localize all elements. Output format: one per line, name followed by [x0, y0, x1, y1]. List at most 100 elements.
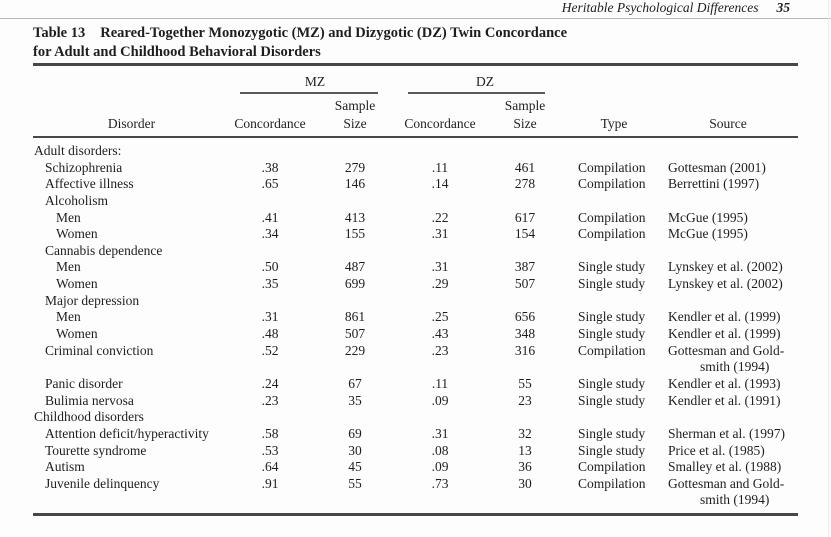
cell-dz-concordance: .23	[431, 342, 449, 358]
cell-disorder: Men	[56, 209, 81, 225]
cell-type: Single study	[578, 309, 646, 325]
table-row: Attention deficit/hyperactivity .58 69 .31 3…	[33, 426, 798, 443]
mz-group-underline	[240, 92, 378, 94]
cell-mz-concordance	[230, 409, 310, 426]
cell-dz-concordance	[400, 143, 480, 160]
cell-source: Lynskey et al. (2002)	[668, 259, 783, 275]
cell-source: Sherman et al. (1997)	[668, 425, 785, 441]
cell-dz-concordance: .31	[431, 425, 449, 441]
cell-mz-sample-size: 699	[344, 276, 366, 292]
cell-mz-sample-size: 279	[344, 159, 366, 175]
cell-mz-sample-size: 413	[344, 209, 366, 225]
cell-dz-concordance: .08	[431, 442, 449, 458]
cell-dz-concordance: .22	[431, 209, 449, 225]
dz-group-underline	[408, 92, 545, 94]
cell-dz-sample-size: 55	[518, 375, 532, 391]
cell-type	[570, 193, 658, 210]
cell-dz-sample-size: 13	[518, 442, 532, 458]
cell-dz-sample-size	[480, 143, 570, 160]
cell-source: Kendler et al. (1999)	[668, 309, 781, 325]
cell-dz-sample-size	[480, 193, 570, 210]
cell-dz-sample-size: 36	[518, 459, 532, 475]
cell-dz-sample-size: 278	[514, 176, 536, 192]
cell-disorder: Cannabis dependence	[45, 242, 163, 258]
source-line: Gottesman and Gold-	[668, 475, 785, 491]
cell-source: Kendler et al. (1999)	[668, 326, 781, 342]
cell-mz-sample-size: 146	[344, 176, 366, 192]
cell-dz-sample-size	[480, 293, 570, 310]
cell-disorder: Affective illness	[45, 176, 134, 192]
cell-type: Compilation	[578, 475, 646, 491]
cell-mz-concordance: .38	[261, 159, 279, 175]
table-title-line1: Reared-Together Monozygotic (MZ) and Diz…	[100, 25, 568, 41]
cell-type: Single study	[578, 276, 646, 292]
table-row: Men .41 413 .22 617 Compilation McGue (1995)	[33, 210, 798, 227]
cell-dz-concordance: .09	[431, 392, 449, 408]
table-row: Autism .64 45 .09 36 Compilation Smalley et al…	[33, 459, 798, 476]
cell-source	[658, 409, 798, 426]
table-row: Criminal conviction .52 229 .23 316 Compilati…	[33, 343, 798, 376]
column-group-mz: MZ	[304, 74, 326, 89]
cell-dz-concordance: .25	[431, 309, 449, 325]
column-header-disorder: Disorder	[107, 116, 156, 131]
cell-type	[570, 293, 658, 310]
cell-type: Compilation	[578, 176, 646, 192]
cell-type: Compilation	[578, 226, 646, 242]
table-row: Juvenile delinquency .91 55 .73 30 Compilatio…	[33, 476, 798, 509]
table-row: Tourette syndrome .53 30 .08 13 Single study P…	[33, 443, 798, 460]
cell-mz-concordance	[230, 293, 310, 310]
cell-mz-concordance: .31	[261, 309, 279, 325]
cell-dz-sample-size: 32	[518, 425, 532, 441]
table-row: Alcoholism	[33, 193, 798, 210]
table-row: Women .48 507 .43 348 Single study Kendler et …	[33, 326, 798, 343]
cell-type: Single study	[578, 259, 646, 275]
cell-dz-sample-size	[480, 409, 570, 426]
table-row: Major depression	[33, 293, 798, 310]
cell-disorder: Tourette syndrome	[45, 442, 147, 458]
cell-dz-concordance: .73	[431, 475, 449, 491]
cell-type: Single study	[578, 326, 646, 342]
cell-disorder: Women	[56, 276, 98, 292]
cell-dz-concordance	[400, 243, 480, 260]
cell-mz-concordance: .23	[261, 392, 279, 408]
cell-type: Single study	[578, 442, 646, 458]
table-row: Adult disorders:	[33, 143, 798, 160]
cell-type: Compilation	[578, 342, 646, 358]
cell-mz-sample-size: 487	[344, 259, 366, 275]
cell-source: Lynskey et al. (2002)	[668, 276, 783, 292]
scan-edge-artifact	[828, 0, 829, 537]
cell-disorder: Women	[56, 226, 98, 242]
cell-disorder: Men	[56, 259, 81, 275]
cell-source: Berrettini (1997)	[668, 176, 760, 192]
column-header-source: Source	[709, 116, 747, 131]
column-group-dz: DZ	[476, 74, 494, 89]
cell-mz-concordance: .91	[261, 475, 279, 491]
cell-source	[658, 243, 798, 260]
table-title: Table 13 Reared-Together Monozygotic (MZ)…	[33, 24, 753, 62]
cell-type	[570, 143, 658, 160]
table-row: Affective illness .65 146 .14 278 Compilation…	[33, 176, 798, 193]
cell-disorder: Adult disorders:	[34, 143, 122, 158]
table-row: Childhood disorders	[33, 409, 798, 426]
source-line: smith (1994)	[700, 359, 770, 375]
cell-disorder: Criminal conviction	[45, 342, 154, 358]
cell-type: Compilation	[578, 159, 646, 175]
cell-source: Gottesman and Gold-smith (1994)	[658, 476, 798, 509]
cell-source	[658, 193, 798, 210]
cell-dz-sample-size: 316	[514, 342, 536, 358]
cell-type: Compilation	[578, 209, 646, 225]
table-row: Men .31 861 .25 656 Single study Kendler et al…	[33, 309, 798, 326]
table-body: Adult disorders: Schizophrenia .38 279 .11 46…	[33, 143, 798, 509]
cell-dz-concordance: .31	[431, 226, 449, 242]
column-header-type: Type	[600, 116, 628, 131]
cell-disorder: Childhood disorders	[34, 409, 144, 425]
cell-mz-concordance: .50	[261, 259, 279, 275]
cell-dz-concordance: .11	[431, 375, 449, 391]
column-header-mz-concordance: Concordance	[234, 116, 306, 131]
cell-dz-sample-size: 154	[514, 226, 536, 242]
cell-type: Single study	[578, 392, 646, 408]
cell-mz-sample-size	[310, 243, 400, 260]
column-header-mz-size: Size	[343, 116, 367, 131]
table-row: Bulimia nervosa .23 35 .09 23 Single study Ken…	[33, 393, 798, 410]
cell-mz-sample-size: 30	[348, 442, 362, 458]
